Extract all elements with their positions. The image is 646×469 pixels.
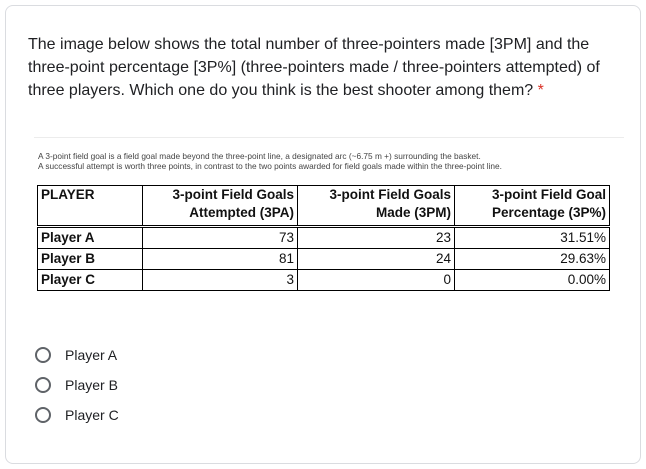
percentage-value: 29.63% xyxy=(454,248,610,270)
option-player-b[interactable]: Player B xyxy=(35,365,119,405)
option-label[interactable]: Player A xyxy=(65,347,118,363)
option-label[interactable]: Player C xyxy=(65,407,119,423)
table-header-row: PLAYER 3-point Field Goals Attempted (3P… xyxy=(37,185,610,227)
table-row: Player A 73 23 31.51% xyxy=(37,225,610,249)
question-text-block: The image below shows the total number o… xyxy=(28,33,626,102)
stats-table: PLAYER 3-point Field Goals Attempted (3P… xyxy=(37,185,610,291)
made-value: 0 xyxy=(297,269,455,291)
header-3pa: 3-point Field Goals Attempted (3PA) xyxy=(142,185,298,227)
question-image: A 3-point field goal is a field goal mad… xyxy=(34,137,624,317)
player-name: Player C xyxy=(37,269,143,291)
radio-button[interactable] xyxy=(35,377,51,393)
table-row: Player C 3 0 0.00% xyxy=(37,269,610,291)
image-note-line-2: A successful attempt is worth three poin… xyxy=(38,161,502,171)
made-value: 24 xyxy=(297,248,455,270)
question-card: The image below shows the total number o… xyxy=(5,5,641,464)
header-player: PLAYER xyxy=(37,185,143,227)
table-row: Player B 81 24 29.63% xyxy=(37,248,610,270)
option-player-a[interactable]: Player A xyxy=(35,335,119,375)
player-name: Player A xyxy=(37,225,143,249)
made-value: 23 xyxy=(297,225,455,249)
option-player-c[interactable]: Player C xyxy=(35,395,119,435)
percentage-value: 31.51% xyxy=(454,225,610,249)
header-3pm: 3-point Field Goals Made (3PM) xyxy=(297,185,455,227)
answer-options: Player A Player B Player C xyxy=(35,335,119,435)
question-text: The image below shows the total number o… xyxy=(28,36,600,99)
image-top-border xyxy=(34,137,624,138)
radio-button[interactable] xyxy=(35,347,51,363)
attempted-value: 3 xyxy=(142,269,298,291)
required-asterisk: * xyxy=(537,82,544,99)
radio-button[interactable] xyxy=(35,407,51,423)
attempted-value: 73 xyxy=(142,225,298,249)
image-note-line-1: A 3-point field goal is a field goal mad… xyxy=(38,151,481,161)
image-note: A 3-point field goal is a field goal mad… xyxy=(38,151,502,171)
option-label[interactable]: Player B xyxy=(65,377,118,393)
attempted-value: 81 xyxy=(142,248,298,270)
header-3p-pct: 3-point Field Goal Percentage (3P%) xyxy=(454,185,610,227)
player-name: Player B xyxy=(37,248,143,270)
percentage-value: 0.00% xyxy=(454,269,610,291)
